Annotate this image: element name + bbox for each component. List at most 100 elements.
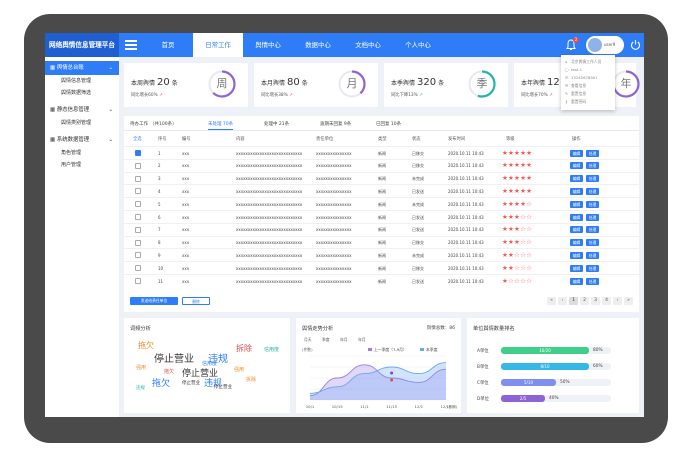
- data-point: [390, 371, 394, 375]
- nav-item-0[interactable]: 首页: [161, 41, 175, 49]
- row-checkbox[interactable]: [135, 239, 141, 246]
- process-button[interactable]: 处理: [586, 264, 599, 272]
- edit-button[interactable]: 编辑: [570, 149, 583, 157]
- edit-button[interactable]: 编辑: [570, 187, 583, 195]
- dropdown-item-label: 重置信息: [571, 91, 587, 96]
- edit-button[interactable]: 编辑: [570, 175, 583, 183]
- sidebar-item[interactable]: 用户管理: [61, 162, 82, 168]
- sidebar-item[interactable]: 角色管理: [61, 150, 82, 156]
- cell-type: 新闻: [378, 163, 386, 169]
- page-button[interactable]: »: [624, 297, 633, 305]
- send-to-unit-button[interactable]: 发送给责任单位: [130, 297, 178, 305]
- process-button[interactable]: 处理: [586, 175, 599, 183]
- stat-card: 本周舆情 20 条同比增长60% ↗ 周: [124, 63, 248, 107]
- page-button[interactable]: 1: [569, 297, 578, 305]
- stat-card: 本月舆情 80 条同比增长38% ↗ 月: [254, 63, 378, 107]
- table-row: 7 xxx xxxxxxxxxxxxxxxxxxxxxxxxxxxx xxxxxxxx…: [124, 222, 639, 235]
- bar-category: D单位: [477, 397, 489, 402]
- dropdown-item[interactable]: ✎ 重置信息: [565, 90, 611, 98]
- sidebar-item[interactable]: 舆情信息管理: [61, 78, 92, 84]
- process-button[interactable]: 处理: [586, 187, 599, 195]
- process-button[interactable]: 处理: [586, 213, 599, 221]
- sidebar-item[interactable]: 舆情类别管理: [61, 120, 92, 126]
- cell-content: xxxxxxxxxxxxxxxxxxxxxxxxxxxx: [236, 176, 303, 182]
- bar-category: A单位: [477, 349, 489, 354]
- nav-item-2[interactable]: 舆情中心: [255, 41, 281, 49]
- row-checkbox[interactable]: [135, 150, 141, 156]
- process-button[interactable]: 处理: [586, 226, 599, 234]
- dropdown-item[interactable]: ⌂ 北京舆情工作人员: [565, 58, 611, 66]
- nav-item-3[interactable]: 数据中心: [305, 41, 331, 49]
- todo-tab-0[interactable]: 未处理 70条: [208, 121, 234, 130]
- row-checkbox[interactable]: [135, 188, 141, 195]
- row-checkbox[interactable]: [135, 278, 141, 284]
- process-button[interactable]: 处理: [586, 251, 599, 259]
- delete-button[interactable]: 删除: [182, 297, 210, 305]
- nav-item-4[interactable]: 文档中心: [355, 41, 381, 49]
- table-row: 6 xxx xxxxxxxxxxxxxxxxxxxxxxxxxxxx xxxxxxxx…: [124, 210, 639, 222]
- edit-button[interactable]: 编辑: [570, 277, 583, 285]
- page-button[interactable]: «: [547, 297, 556, 305]
- page-button[interactable]: 2: [580, 297, 589, 305]
- cell-unit: xxxxxxxxxxxxxxx: [316, 278, 352, 284]
- row-checkbox[interactable]: [135, 175, 141, 182]
- todo-tab-1[interactable]: 处理中 21条: [264, 122, 290, 127]
- row-checkbox[interactable]: [135, 201, 141, 208]
- trend-filter-0[interactable]: 月天: [304, 337, 312, 342]
- cell-status: 已发送: [412, 227, 424, 233]
- edit-button[interactable]: 编辑: [570, 200, 583, 208]
- cell-unit: xxxxxxxxxxxxxxx: [316, 201, 352, 207]
- row-checkbox[interactable]: [135, 252, 141, 259]
- cloud-word: 强用: [136, 365, 147, 371]
- row-checkbox[interactable]: [135, 162, 141, 169]
- cell-type: 新闻: [378, 278, 386, 284]
- edit-button[interactable]: 编辑: [570, 162, 583, 170]
- page-button[interactable]: 3: [591, 297, 600, 305]
- nav-item-5[interactable]: 个人中心: [405, 41, 431, 49]
- bar-value-label: 5/10: [524, 380, 533, 385]
- dropdown-item[interactable]: ✉ 查看信息: [565, 82, 611, 90]
- page-button[interactable]: ‹: [558, 297, 567, 305]
- sidebar-group[interactable]: ▦ 静态信息管理 ⌄: [45, 103, 119, 117]
- edit-button[interactable]: 编辑: [570, 239, 583, 247]
- edit-button[interactable]: 编辑: [570, 264, 583, 272]
- column-header[interactable]: 全选: [133, 137, 142, 142]
- todo-tab-2[interactable]: 逾期未回复 9条: [320, 122, 352, 127]
- trend-filter-3[interactable]: 年月: [358, 337, 366, 342]
- row-checkbox[interactable]: [135, 265, 141, 272]
- process-button[interactable]: 处理: [586, 277, 599, 285]
- nav-item-1[interactable]: 日常工作: [193, 33, 243, 57]
- dropdown-item[interactable]: ✆ 13245678901: [565, 74, 611, 82]
- cell-status: 未完成: [412, 176, 424, 182]
- user-menu[interactable]: user9: [586, 36, 624, 54]
- edit-button[interactable]: 编辑: [570, 251, 583, 259]
- dropdown-item-icon: ⚷: [565, 99, 568, 104]
- rating-stars: ★★☆☆☆: [502, 250, 533, 259]
- cloud-word: 违规: [204, 379, 223, 389]
- process-button[interactable]: 处理: [586, 149, 599, 157]
- todo-tab-3[interactable]: 已回复 10条: [376, 122, 402, 127]
- edit-button[interactable]: 编辑: [570, 226, 583, 234]
- row-checkbox[interactable]: [135, 226, 141, 233]
- bar-value-label: 8/10: [540, 364, 550, 369]
- page-button[interactable]: 4: [602, 297, 611, 305]
- process-button[interactable]: 处理: [586, 200, 599, 208]
- power-icon[interactable]: [630, 39, 641, 50]
- edit-button[interactable]: 编辑: [570, 213, 583, 221]
- sidebar-group[interactable]: ▦ 系统数据管理 ⌄: [45, 133, 119, 147]
- dropdown-item[interactable]: ⚷ 重置密码: [565, 98, 611, 106]
- menu-toggle-icon[interactable]: [125, 40, 137, 50]
- page-button[interactable]: ›: [613, 297, 622, 305]
- process-button[interactable]: 处理: [586, 162, 599, 170]
- legend-label: 上一季度（7-9月）: [374, 347, 407, 352]
- trend-filter-2[interactable]: 年月: [340, 337, 348, 342]
- trend-filter-1[interactable]: 季度: [322, 337, 330, 342]
- table-row: 3 xxx xxxxxxxxxxxxxxxxxxxxxxxxxxxx xxxxxxxx…: [124, 171, 639, 184]
- sidebar-item[interactable]: 舆情数据筛选: [61, 90, 92, 96]
- row-checkbox[interactable]: [135, 214, 141, 220]
- dropdown-item[interactable]: ▢ test-1: [565, 66, 611, 74]
- rating-stars: ★☆☆☆☆: [502, 276, 533, 285]
- cell-content: xxxxxxxxxxxxxxxxxxxxxxxxxxxx: [236, 265, 303, 271]
- sidebar-group[interactable]: ▦ 舆情总台账 ⌄: [45, 61, 119, 75]
- process-button[interactable]: 处理: [586, 239, 599, 247]
